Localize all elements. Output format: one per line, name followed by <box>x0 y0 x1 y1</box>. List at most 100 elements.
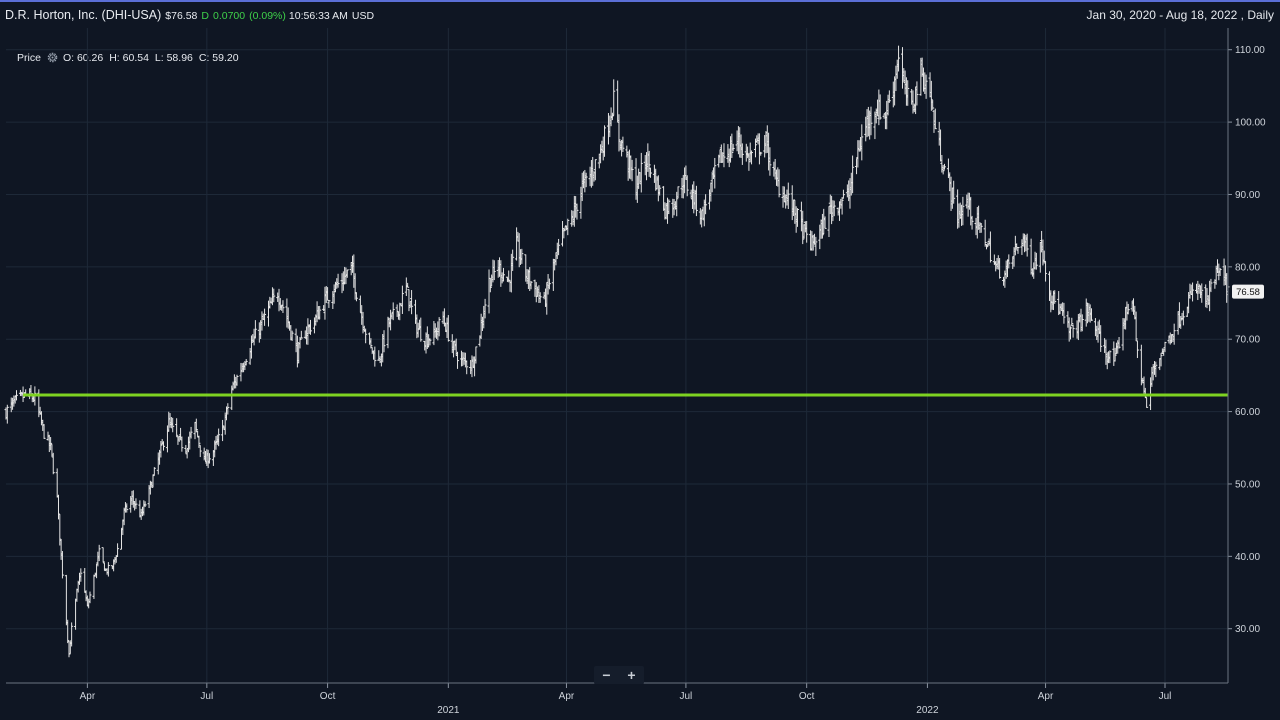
ohlc-bar <box>1025 233 1029 257</box>
ohlc-bar <box>428 338 432 346</box>
price-chart[interactable]: 30.00 40.00 50.00 60.00 70.00 80.00 90.00 100.0… <box>0 28 1280 720</box>
ohlc-bar <box>887 90 891 103</box>
ohlc-bar <box>942 163 946 170</box>
ohlc-bar <box>617 114 621 152</box>
ohlc-bar <box>814 236 818 256</box>
ohlc-bar <box>675 191 679 217</box>
ohlc-bar <box>667 199 671 215</box>
ohlc-bar <box>299 330 303 339</box>
ohlc-bar <box>647 150 651 177</box>
ohlc-bar <box>64 574 68 626</box>
ohlc-bar <box>116 543 120 557</box>
ohlc-bar <box>235 374 239 386</box>
ohlc-bar <box>253 320 257 339</box>
ohlc-bar <box>345 269 349 278</box>
ohlc-bar <box>134 498 138 509</box>
ohlc-bar <box>1044 260 1048 282</box>
y-tick-label: 80.00 <box>1235 262 1260 273</box>
last-price: $76.58 <box>165 10 198 22</box>
zoom-in-button[interactable]: + <box>627 667 636 683</box>
ohlc-bar <box>575 203 579 220</box>
ohlc-bar <box>584 172 588 188</box>
ohlc-bar <box>768 147 772 176</box>
ohlc-bar <box>60 551 64 579</box>
ohlc-bar <box>713 157 717 189</box>
x-tick-label: Jul <box>200 691 213 702</box>
ohlc-bar <box>1099 325 1103 352</box>
ohlc-bar <box>658 185 662 196</box>
ohlc-bar <box>281 300 285 313</box>
ohlc-bar <box>327 300 331 308</box>
ohlc-bar <box>92 574 96 599</box>
ohlc-bar <box>1172 323 1176 345</box>
y-tick-label: 110.00 <box>1235 45 1265 56</box>
ohlc-bar <box>704 194 708 215</box>
ohlc-bar <box>290 330 294 341</box>
ohlc-bar <box>900 47 904 89</box>
ohlc-bar <box>1154 361 1158 378</box>
ohlc-bar <box>1126 303 1130 315</box>
x-year-label: 2022 <box>916 705 939 716</box>
ohlc-bar <box>915 81 919 106</box>
ohlc-bar <box>820 213 824 239</box>
ohlc-bar <box>446 315 450 342</box>
ohlc-bar <box>106 562 110 577</box>
ohlc-bar <box>722 143 726 168</box>
ohlc-bar <box>1134 311 1138 342</box>
ohlc-bar <box>101 547 105 563</box>
legend-open: O: 60.26 <box>62 51 104 64</box>
ohlc-bar <box>336 273 340 288</box>
currency: USD <box>351 10 375 22</box>
security-title[interactable]: D.R. Horton, Inc. (DHI-USA) <box>5 8 162 22</box>
ohlc-bar <box>1218 267 1222 277</box>
ohlc-bar <box>400 285 404 314</box>
ohlc-bar <box>180 436 184 452</box>
ohlc-bar <box>217 428 221 447</box>
zoom-controls: − + <box>594 666 644 684</box>
ohlc-bar <box>529 280 533 290</box>
ohlc-bar <box>933 108 937 130</box>
ohlc-bar <box>621 136 625 152</box>
ohlc-bar <box>612 79 616 116</box>
ohlc-bar <box>676 186 680 199</box>
ohlc-bar <box>83 567 87 593</box>
ohlc-bar <box>941 164 945 175</box>
ohlc-bar <box>878 94 882 120</box>
ohlc-bar <box>1007 254 1011 269</box>
legend-high: H: 60.54 <box>109 51 149 64</box>
ohlc-bar <box>759 151 763 156</box>
legend-close: C: 59.20 <box>198 51 239 64</box>
ohlc-bar <box>5 404 9 424</box>
ohlc-bar <box>474 346 478 364</box>
ohlc-bar <box>740 143 744 165</box>
y-tick-label: 90.00 <box>1235 190 1260 201</box>
ohlc-bar <box>226 403 230 415</box>
delayed-flag: D <box>201 10 209 22</box>
axes: 30.00 40.00 50.00 60.00 70.00 80.00 90.00 100.0… <box>6 28 1266 716</box>
ohlc-bar <box>777 169 781 198</box>
ohlc-bar <box>520 248 524 264</box>
ohlc-bar <box>801 210 805 245</box>
zoom-out-button[interactable]: − <box>602 667 611 683</box>
gear-icon[interactable] <box>46 51 59 64</box>
x-tick-label: Apr <box>80 691 96 702</box>
ohlc-bar <box>171 417 175 433</box>
ohlc-bar <box>42 424 46 439</box>
ohlc-bar <box>851 155 855 194</box>
x-tick-label: Apr <box>559 691 575 702</box>
ohlc-bar <box>207 453 211 464</box>
y-tick-label: 100.00 <box>1235 118 1266 129</box>
ohlc-bar <box>983 219 987 247</box>
ohlc-bar <box>795 208 799 227</box>
ohlc-bar <box>465 360 469 375</box>
ohlc-bar <box>610 112 614 121</box>
ohlc-bar <box>49 437 53 451</box>
ohlc-bar <box>197 435 201 448</box>
date-range[interactable]: Jan 30, 2020 - Aug 18, 2022 , Daily <box>1086 8 1274 22</box>
ohlc-bar <box>150 481 154 488</box>
ohlc-bar <box>648 167 652 178</box>
ohlc-bar <box>488 277 492 293</box>
ohlc-bar <box>1016 247 1020 254</box>
ohlc-bar <box>931 100 935 110</box>
ohlc-bar <box>694 185 698 217</box>
